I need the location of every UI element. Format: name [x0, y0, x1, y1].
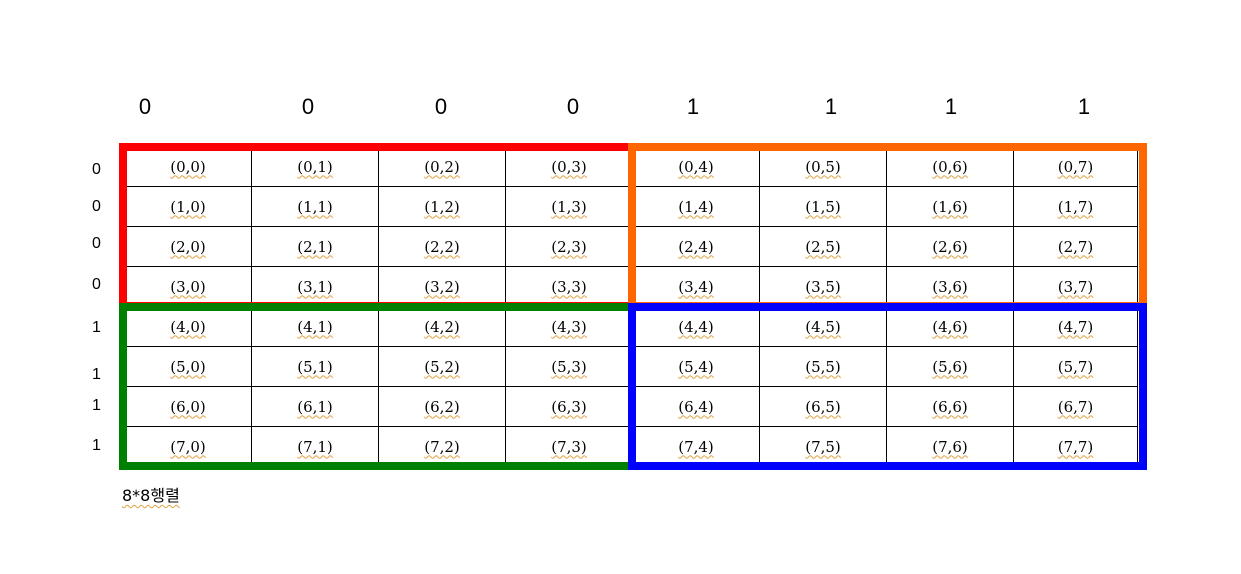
- matrix-cell: (7,3): [505, 426, 633, 467]
- matrix-row: (3,0) (3,1) (3,2) (3,3) (3,4) (3,5) (3,6…: [124, 266, 1138, 307]
- matrix-cell: (3,3): [505, 266, 633, 307]
- matrix-cell: (6,3): [505, 386, 633, 427]
- column-label: 0: [138, 94, 152, 119]
- matrix-cell: (0,3): [505, 146, 633, 187]
- matrix-cell: (5,4): [632, 346, 760, 387]
- matrix-cell: (5,6): [886, 346, 1014, 387]
- matrix-cell: (4,4): [632, 306, 760, 347]
- matrix-row: (1,0) (1,1) (1,2) (1,3) (1,4) (1,5) (1,6…: [124, 186, 1138, 227]
- matrix-cell: (6,1): [251, 386, 379, 427]
- matrix-cell: (0,7): [1013, 146, 1138, 187]
- matrix-row: (4,0) (4,1) (4,2) (4,3) (4,4) (4,5) (4,6…: [124, 306, 1138, 347]
- matrix-cell: (2,6): [886, 226, 1014, 267]
- matrix-cell: (6,4): [632, 386, 760, 427]
- matrix-cell: (1,1): [251, 186, 379, 227]
- matrix-cell: (7,0): [124, 426, 252, 467]
- matrix-cell: (5,5): [759, 346, 887, 387]
- column-label: 0: [566, 94, 580, 119]
- matrix-cell: (4,5): [759, 306, 887, 347]
- matrix-cell: (6,5): [759, 386, 887, 427]
- matrix-cell: (1,7): [1013, 186, 1138, 227]
- matrix-cell: (3,7): [1013, 266, 1138, 307]
- column-label: 1: [686, 94, 700, 119]
- matrix-cell: (4,6): [886, 306, 1014, 347]
- matrix-cell: (0,5): [759, 146, 887, 187]
- matrix-cell: (6,0): [124, 386, 252, 427]
- matrix-table: (0,0) (0,1) (0,2) (0,3) (0,4) (0,5) (0,6…: [124, 146, 1138, 467]
- matrix-cell: (6,7): [1013, 386, 1138, 427]
- matrix-cell: (1,4): [632, 186, 760, 227]
- matrix-cell: (5,1): [251, 346, 379, 387]
- matrix-cell: (2,7): [1013, 226, 1138, 267]
- matrix-cell: (6,6): [886, 386, 1014, 427]
- row-label: 1: [92, 319, 101, 336]
- matrix-row: (0,0) (0,1) (0,2) (0,3) (0,4) (0,5) (0,6…: [124, 146, 1138, 187]
- column-label: 1: [944, 94, 958, 119]
- matrix-cell: (0,0): [124, 146, 252, 187]
- matrix-cell: (7,5): [759, 426, 887, 467]
- matrix-cell: (0,4): [632, 146, 760, 187]
- matrix-cell: (6,2): [378, 386, 506, 427]
- matrix-row: (7,0) (7,1) (7,2) (7,3) (7,4) (7,5) (7,6…: [124, 426, 1138, 467]
- matrix-cell: (7,6): [886, 426, 1014, 467]
- matrix-cell: (3,0): [124, 266, 252, 307]
- matrix-cell: (4,7): [1013, 306, 1138, 347]
- matrix-cell: (4,3): [505, 306, 633, 347]
- matrix-cell: (7,2): [378, 426, 506, 467]
- matrix-cell: (2,5): [759, 226, 887, 267]
- matrix-cell: (4,0): [124, 306, 252, 347]
- matrix-cell: (3,1): [251, 266, 379, 307]
- matrix-cell: (3,2): [378, 266, 506, 307]
- matrix-cell: (1,5): [759, 186, 887, 227]
- column-label: 1: [824, 94, 838, 119]
- column-label: 1: [1077, 94, 1091, 119]
- row-label: 0: [92, 161, 101, 178]
- matrix-cell: (5,2): [378, 346, 506, 387]
- matrix-cell: (3,5): [759, 266, 887, 307]
- matrix-cell: (5,7): [1013, 346, 1138, 387]
- row-label: 0: [92, 198, 101, 215]
- matrix-cell: (0,1): [251, 146, 379, 187]
- matrix-cell: (4,1): [251, 306, 379, 347]
- row-label: 1: [92, 397, 101, 414]
- matrix-cell: (2,1): [251, 226, 379, 267]
- row-label: 0: [92, 235, 101, 252]
- column-label: 0: [434, 94, 448, 119]
- matrix-cell: (0,6): [886, 146, 1014, 187]
- matrix-caption: 8*8행렬: [122, 486, 180, 505]
- matrix-cell: (0,2): [378, 146, 506, 187]
- column-label: 0: [301, 94, 315, 119]
- matrix-row: (6,0) (6,1) (6,2) (6,3) (6,4) (6,5) (6,6…: [124, 386, 1138, 427]
- matrix-cell: (7,4): [632, 426, 760, 467]
- matrix-cell: (5,0): [124, 346, 252, 387]
- matrix-cell: (2,2): [378, 226, 506, 267]
- matrix-cell: (7,7): [1013, 426, 1138, 467]
- row-label: 0: [92, 276, 101, 293]
- matrix-cell: (2,3): [505, 226, 633, 267]
- matrix-cell: (4,2): [378, 306, 506, 347]
- matrix-cell: (1,2): [378, 186, 506, 227]
- row-label: 1: [92, 366, 101, 383]
- matrix-cell: (5,3): [505, 346, 633, 387]
- matrix-cell: (2,4): [632, 226, 760, 267]
- matrix-row: (5,0) (5,1) (5,2) (5,3) (5,4) (5,5) (5,6…: [124, 346, 1138, 387]
- matrix-cell: (3,6): [886, 266, 1014, 307]
- matrix-cell: (3,4): [632, 266, 760, 307]
- matrix-cell: (2,0): [124, 226, 252, 267]
- matrix-cell: (7,1): [251, 426, 379, 467]
- row-label: 1: [92, 437, 101, 454]
- matrix-row: (2,0) (2,1) (2,2) (2,3) (2,4) (2,5) (2,6…: [124, 226, 1138, 267]
- matrix-cell: (1,0): [124, 186, 252, 227]
- matrix-cell: (1,3): [505, 186, 633, 227]
- matrix-cell: (1,6): [886, 186, 1014, 227]
